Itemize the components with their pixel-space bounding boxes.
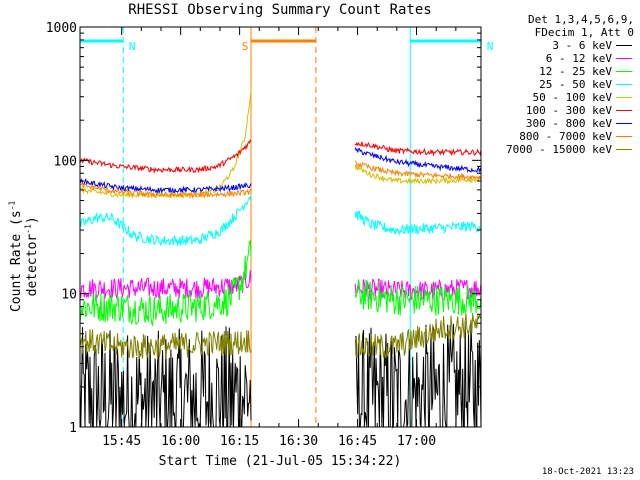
x-tick-label: 17:00 (397, 434, 436, 449)
x-tick-label: 16:30 (279, 434, 318, 449)
series-line (79, 139, 252, 174)
legend-entry: 25 - 50 keV (484, 78, 634, 91)
series-layer (79, 89, 482, 429)
y-axis-title: Count Rate (s-1 detector-1) (7, 200, 41, 313)
legend-entry-label: 3 - 6 keV (552, 39, 612, 52)
series-line (354, 141, 482, 157)
legend-entry-label: 7000 - 15000 keV (506, 143, 612, 156)
legend-entry: 12 - 25 keV (484, 65, 634, 78)
legend-entry: 3 - 6 keV (484, 39, 634, 52)
series-line (79, 183, 252, 200)
series-line (354, 312, 482, 360)
night-label: N (487, 40, 494, 53)
timestamp: 18-Oct-2021 13:23 (541, 467, 634, 477)
legend-entry-label: 300 - 800 keV (525, 117, 612, 130)
legend-swatch (616, 110, 632, 111)
series-line (79, 270, 252, 300)
series-line (79, 89, 252, 200)
axes-layer: 1 10 100 1000 15:45 16:00 16:15 16:30 16:45 17:00 (46, 21, 481, 449)
legend-entry: 100 - 300 keV (484, 104, 634, 117)
series-line (354, 279, 482, 316)
x-tick-label: 16:15 (220, 434, 259, 449)
chart-title: RHESSI Observing Summary Count Rates (128, 2, 432, 18)
legend-swatch (616, 123, 632, 124)
legend-swatch (616, 97, 632, 98)
legend-swatch (616, 45, 632, 46)
y-tick-label: 100 (54, 154, 77, 169)
legend: Det 1,3,4,5,6,9, FDecim 1, Att 0 3 - 6 k… (484, 13, 634, 156)
legend-entry: 50 - 100 keV (484, 91, 634, 104)
night-label: N (129, 40, 136, 53)
plot-frame (79, 26, 482, 428)
series-line (355, 321, 482, 429)
x-axis-title: Start Time (21-Jul-05 15:34:22) (158, 454, 402, 469)
saa-label: S (242, 40, 249, 53)
legend-entry-label: 100 - 300 keV (525, 104, 612, 117)
legend-entry: 800 - 7000 keV (484, 130, 634, 143)
legend-entry-label: 50 - 100 keV (532, 91, 612, 104)
series-line (79, 326, 252, 428)
legend-swatch (616, 84, 632, 85)
series-line (79, 239, 252, 327)
y-tick-label: 1000 (46, 21, 77, 36)
series-line (79, 178, 252, 194)
series-line (354, 147, 482, 174)
series-line (354, 210, 482, 236)
series-line (79, 328, 252, 360)
legend-swatch (616, 149, 632, 150)
legend-entry-label: 25 - 50 keV (539, 78, 612, 91)
x-tick-label: 16:45 (338, 434, 377, 449)
series-line (354, 164, 482, 186)
legend-entry-label: 800 - 7000 keV (519, 130, 612, 143)
legend-entry: 6 - 12 keV (484, 52, 634, 65)
legend-entry-label: 12 - 25 keV (539, 65, 612, 78)
series-line (79, 195, 252, 246)
legend-header-line-1: Det 1,3,4,5,6,9, (528, 13, 634, 26)
y-tick-label: 1 (69, 421, 77, 436)
x-tick-label: 15:45 (102, 434, 141, 449)
series-line (354, 160, 482, 182)
legend-entry-label: 6 - 12 keV (545, 52, 612, 65)
legend-entry: 7000 - 15000 keV (484, 143, 634, 156)
legend-swatch (616, 71, 632, 72)
y-tick-label: 10 (61, 288, 77, 303)
legend-entry: 300 - 800 keV (484, 117, 634, 130)
legend-swatch (616, 136, 632, 137)
legend-header-line-2: FDecim 1, Att 0 (534, 26, 634, 39)
x-tick-label: 16:00 (161, 434, 200, 449)
legend-swatch (616, 58, 632, 59)
